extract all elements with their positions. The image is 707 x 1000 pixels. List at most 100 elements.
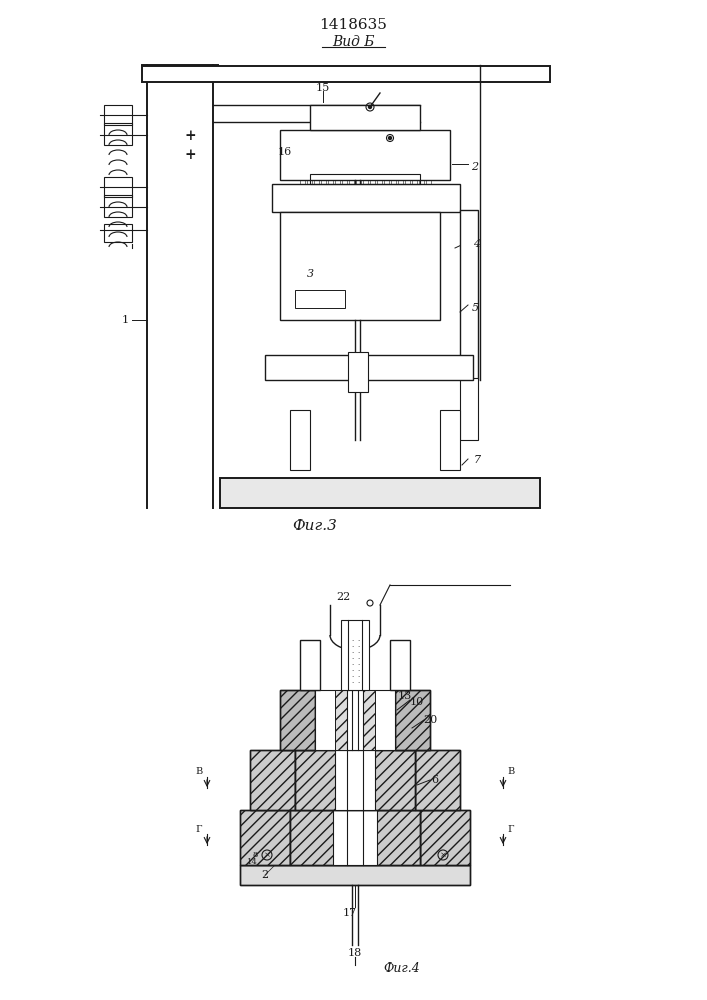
Text: .: . <box>357 659 359 667</box>
Text: 4: 4 <box>474 239 481 249</box>
Bar <box>314 180 319 188</box>
Bar <box>300 640 320 690</box>
Bar <box>290 810 420 865</box>
Bar <box>240 865 470 885</box>
Text: +: + <box>185 148 196 162</box>
Text: .: . <box>357 653 359 661</box>
Text: 3: 3 <box>306 269 314 279</box>
Bar <box>300 180 305 188</box>
Bar <box>250 750 295 810</box>
Text: 17: 17 <box>343 908 357 918</box>
Bar <box>335 750 375 810</box>
Text: 1: 1 <box>122 315 129 325</box>
Bar <box>348 352 368 392</box>
Bar <box>419 180 424 188</box>
Text: .: . <box>351 677 353 685</box>
Text: 13: 13 <box>398 691 412 701</box>
Bar <box>310 105 420 130</box>
Bar <box>328 180 333 188</box>
Bar <box>240 810 290 865</box>
Text: 15: 15 <box>316 83 330 93</box>
Bar <box>280 212 440 320</box>
Bar <box>333 810 377 865</box>
Text: 6: 6 <box>431 775 438 785</box>
Text: 8: 8 <box>252 851 258 859</box>
Bar <box>290 410 310 470</box>
Text: 2: 2 <box>472 162 479 172</box>
Bar <box>460 378 478 440</box>
Text: 16: 16 <box>278 147 292 157</box>
Text: 5: 5 <box>472 303 479 313</box>
Bar <box>104 123 132 145</box>
Bar <box>321 180 326 188</box>
Text: В: В <box>508 768 515 776</box>
Text: Вид Б: Вид Б <box>332 35 374 49</box>
Bar <box>395 690 430 750</box>
Bar <box>280 690 315 750</box>
Bar <box>384 180 389 188</box>
Bar <box>390 640 410 690</box>
Text: .: . <box>351 665 353 673</box>
Bar <box>347 690 363 750</box>
Bar <box>398 180 403 188</box>
Bar <box>377 180 382 188</box>
Bar <box>295 750 415 810</box>
Bar <box>363 180 368 188</box>
Bar <box>405 180 410 188</box>
Text: 2: 2 <box>262 870 269 880</box>
Text: .: . <box>357 677 359 685</box>
Text: .: . <box>357 647 359 655</box>
Bar <box>349 180 354 188</box>
Text: +: + <box>185 129 196 143</box>
Bar <box>104 224 132 242</box>
Bar <box>415 750 460 810</box>
Bar <box>104 177 132 197</box>
Text: 14: 14 <box>247 858 258 866</box>
Bar <box>295 750 415 810</box>
Bar <box>460 210 478 380</box>
Text: В: В <box>195 768 203 776</box>
Bar <box>335 690 375 750</box>
Bar <box>335 180 340 188</box>
Text: .: . <box>351 647 353 655</box>
Bar <box>307 180 312 188</box>
Bar <box>240 810 290 865</box>
Text: Фиг.4: Фиг.4 <box>383 962 420 976</box>
Text: 7: 7 <box>474 455 481 465</box>
Bar <box>440 410 460 470</box>
Bar <box>420 810 470 865</box>
Bar <box>240 865 470 885</box>
Text: .: . <box>351 653 353 661</box>
Bar <box>290 810 420 865</box>
Bar <box>356 180 361 188</box>
Bar <box>415 750 460 810</box>
Text: 18: 18 <box>348 948 362 958</box>
Text: ×: × <box>440 851 447 859</box>
Bar <box>280 690 315 750</box>
Bar <box>265 355 473 380</box>
Bar <box>395 690 430 750</box>
Bar <box>315 690 395 750</box>
Bar <box>220 478 540 508</box>
Text: .: . <box>351 641 353 649</box>
Bar <box>280 130 450 180</box>
Bar <box>426 180 431 188</box>
Bar <box>104 105 132 125</box>
Text: 20: 20 <box>423 715 437 725</box>
Bar <box>420 810 470 865</box>
Bar <box>391 180 396 188</box>
Text: .: . <box>351 671 353 679</box>
Text: .: . <box>357 671 359 679</box>
Text: 10: 10 <box>410 697 424 707</box>
Circle shape <box>368 105 371 108</box>
Bar <box>272 184 460 212</box>
Text: ×: × <box>264 851 271 859</box>
Text: Г: Г <box>508 824 514 834</box>
Text: 1418635: 1418635 <box>319 18 387 32</box>
Bar <box>295 290 345 308</box>
Bar <box>142 66 550 82</box>
Bar <box>385 148 415 160</box>
Bar <box>341 620 369 690</box>
Text: .: . <box>357 665 359 673</box>
Bar <box>370 180 375 188</box>
